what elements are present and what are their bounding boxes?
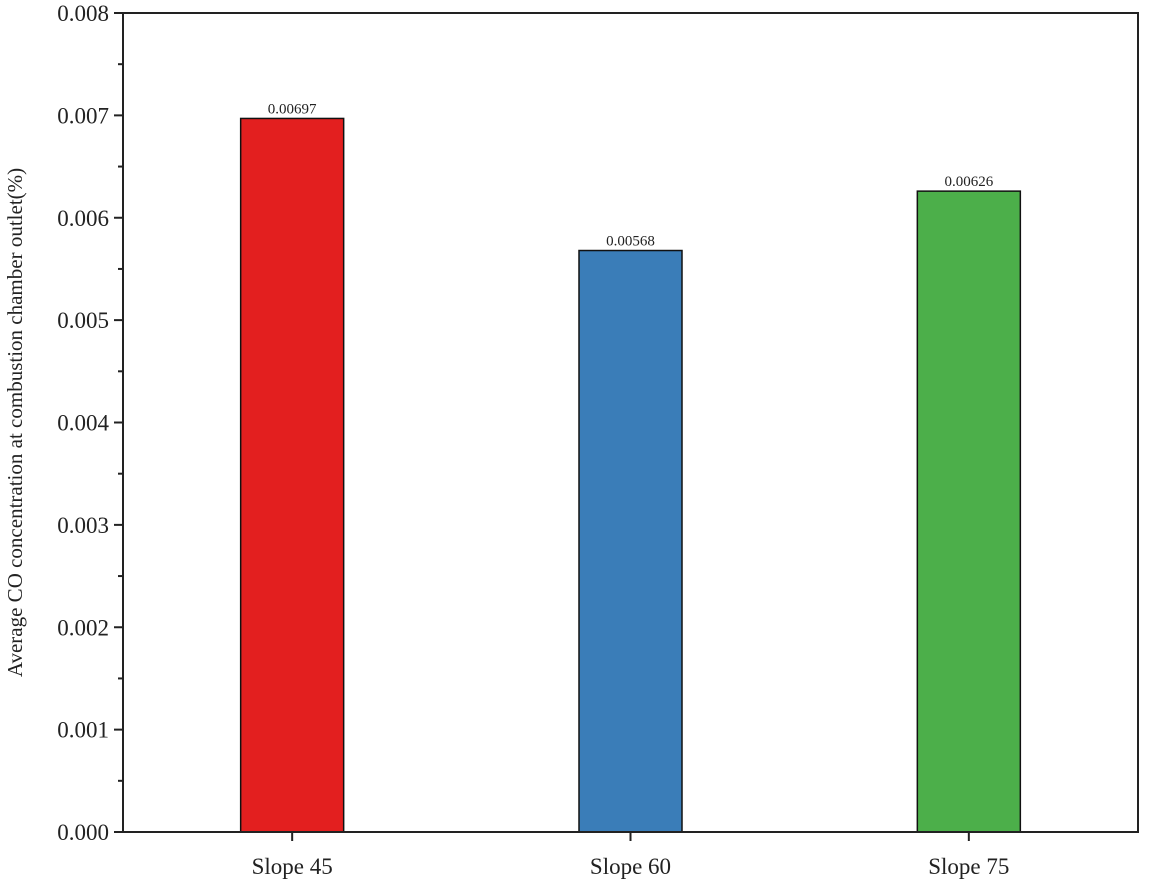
bar-value-label: 0.00697 xyxy=(268,101,317,117)
bars xyxy=(239,117,1022,833)
x-tick-label: Slope 60 xyxy=(590,854,671,879)
y-tick-label: 0.002 xyxy=(57,615,109,640)
y-tick-label: 0.007 xyxy=(57,103,109,128)
y-tick-label: 0.004 xyxy=(57,411,109,436)
bar-value-label: 0.00568 xyxy=(606,234,655,250)
y-tick-label: 0.003 xyxy=(57,513,109,538)
x-axis-labels: Slope 45 Slope 60 Slope 75 xyxy=(252,832,1009,879)
y-tick-label: 0.005 xyxy=(57,308,109,333)
bar-slope-75 xyxy=(916,190,1022,833)
y-tick-label: 0.008 xyxy=(57,1,109,26)
y-tick-label: 0.001 xyxy=(57,718,109,743)
y-axis-ticks: 0.000 0.001 0.002 0.003 0.004 0.005 0.006 0.007… xyxy=(57,1,123,845)
y-tick-label: 0.006 xyxy=(57,206,109,231)
x-tick-label: Slope 75 xyxy=(928,854,1009,879)
data-labels: 0.00697 0.00568 0.00626 xyxy=(268,101,994,249)
x-tick-label: Slope 45 xyxy=(252,854,333,879)
y-tick-label: 0.000 xyxy=(57,820,109,845)
bar-slope-60 xyxy=(578,249,683,833)
bar-value-label: 0.00626 xyxy=(944,174,993,190)
bar-slope-45 xyxy=(239,117,345,833)
y-axis-title: Average CO concentration at combustion c… xyxy=(3,168,27,677)
plot-frame xyxy=(122,12,1139,833)
